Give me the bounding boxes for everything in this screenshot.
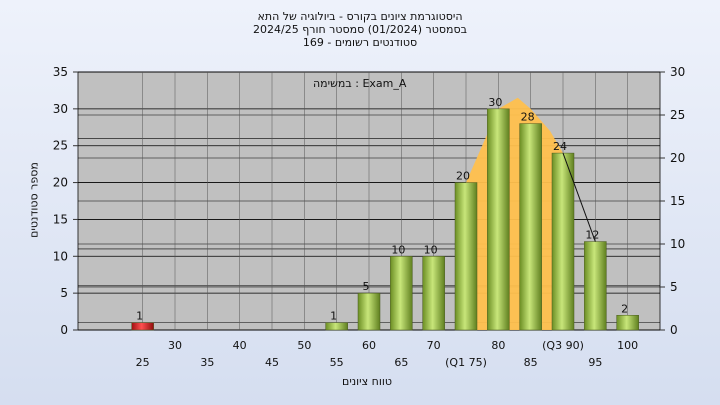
bar-value-label: 24 [553,140,567,153]
y-tick-right: 10 [670,237,685,251]
legend-label: במשימה : Exam_A [313,77,407,90]
y-tick-left: 5 [60,286,68,300]
bar-value-label: 30 [488,96,502,109]
x-tick-label: 50 [297,339,311,352]
x-tick-label: 45 [265,356,279,369]
y-tick-left: 25 [53,139,68,153]
x-tick-label: 30 [168,339,182,352]
y-tick-left: 10 [53,249,68,263]
bar-55 [325,322,348,331]
y-tick-left: 0 [60,323,68,337]
x-tick-label: 85 [524,356,538,369]
chart-title: היסטוגרמת ציונים בקורס - ביולוגיה של התא… [0,10,720,49]
x-tick-label: 95 [588,356,602,369]
bar-75 [454,182,478,331]
bar-value-label: 28 [521,111,535,124]
y-axis-label: מספר סטודנטים [27,162,41,238]
bar-70 [422,256,445,331]
title-line-1: היסטוגרמת ציונים בקורס - ביולוגיה של התא [257,10,463,23]
x-tick-label: 25 [136,356,150,369]
y-tick-left: 35 [53,65,68,79]
bar-85 [519,123,542,331]
bar-value-label: 20 [456,170,470,183]
x-tick-label: (Q1 75) [445,356,487,369]
x-tick-label: 80 [491,339,505,352]
y-tick-left: 20 [53,176,68,190]
bar-90 [551,152,575,331]
bar-25 [131,322,154,331]
bar-100 [616,315,639,331]
y-tick-right: 0 [670,323,678,337]
y-tick-right: 20 [670,151,685,165]
bar-value-label: 1 [330,310,337,323]
y-tick-right: 15 [670,194,685,208]
x-tick-label: 100 [617,339,638,352]
bar-95 [584,241,607,331]
x-tick-label: (Q3 90) [542,339,584,352]
bar-value-label: 5 [363,280,370,293]
y-tick-left: 15 [53,212,68,226]
bar-80 [487,108,510,331]
x-tick-label: 65 [394,356,408,369]
bar-60 [357,292,381,331]
bar-value-label: 1 [136,310,143,323]
y-tick-left: 30 [53,102,68,116]
y-tick-right: 25 [670,108,685,122]
bar-value-label: 10 [391,243,405,256]
x-tick-label: 35 [200,356,214,369]
x-tick-label: 70 [427,339,441,352]
x-tick-label: 55 [330,356,344,369]
x-axis-label: טווח ציונים [342,375,392,388]
title-line-2: בסמסטר (01/2024) סמסטר חורף 2024/25 [253,23,467,36]
y-tick-right: 30 [670,65,685,79]
bar-65 [390,256,413,331]
y-tick-right: 5 [670,280,678,294]
trend-line [562,152,596,242]
bar-value-label: 10 [424,243,438,256]
bar-value-label: 12 [585,229,599,242]
x-tick-label: 40 [233,339,247,352]
x-tick-label: 60 [362,339,376,352]
bar-value-label: 2 [621,302,628,315]
title-line-3: 169 - סטודנטים רשומים [302,36,418,49]
